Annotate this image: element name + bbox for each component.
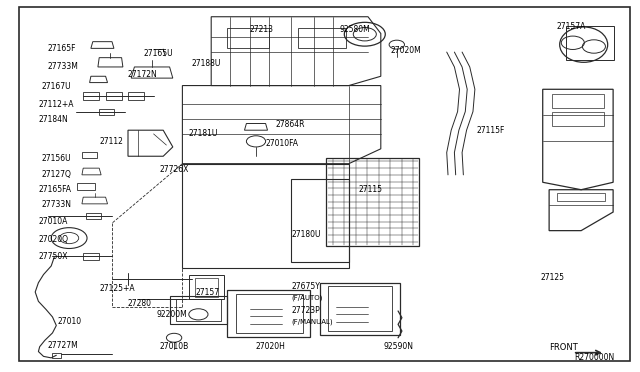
Text: 27010FA: 27010FA (266, 139, 299, 148)
Text: 27165FA: 27165FA (38, 185, 72, 194)
Text: 92580M: 92580M (339, 25, 370, 33)
Text: 27112: 27112 (99, 137, 123, 146)
Text: 27112+A: 27112+A (38, 100, 74, 109)
Text: 27157: 27157 (195, 288, 220, 296)
Text: 27010A: 27010A (38, 217, 68, 226)
Text: 27723P: 27723P (291, 306, 320, 315)
Text: 27750X: 27750X (38, 252, 68, 261)
Bar (227, 28, 269, 48)
Bar (195, 278, 218, 297)
Text: 27864R: 27864R (275, 120, 305, 129)
Text: 27125: 27125 (541, 273, 564, 282)
Text: 27213: 27213 (250, 25, 274, 34)
Bar (170, 296, 227, 324)
Text: 27115F: 27115F (477, 126, 505, 135)
Text: 92200M: 92200M (157, 310, 188, 319)
Text: 92590N: 92590N (384, 342, 414, 351)
Bar (298, 28, 346, 48)
Bar (552, 94, 604, 108)
Text: (F/AUTO): (F/AUTO) (291, 294, 323, 301)
Text: 27165U: 27165U (144, 49, 173, 58)
Bar (552, 112, 604, 126)
Text: 27156U: 27156U (42, 154, 71, 163)
Bar (566, 26, 614, 60)
Text: 27188U: 27188U (192, 59, 221, 68)
Text: 27020H: 27020H (256, 342, 286, 351)
Bar (189, 275, 224, 299)
Text: 27727M: 27727M (48, 341, 79, 350)
Bar (176, 299, 221, 321)
Bar (236, 294, 303, 333)
Text: 27165F: 27165F (48, 44, 77, 53)
Text: 27675Y: 27675Y (291, 282, 320, 291)
Text: R270000N: R270000N (574, 353, 614, 362)
Text: 27127Q: 27127Q (42, 170, 72, 179)
Text: 27280: 27280 (128, 299, 152, 308)
Text: 27010: 27010 (58, 317, 82, 326)
Text: 27010B: 27010B (160, 342, 189, 351)
Text: 27172N: 27172N (128, 70, 157, 79)
Bar (326, 158, 419, 246)
Text: (F/MANUAL): (F/MANUAL) (291, 318, 333, 325)
Bar (291, 179, 349, 262)
Bar (320, 283, 400, 335)
Text: 27733M: 27733M (48, 62, 79, 71)
Text: 27726X: 27726X (160, 165, 189, 174)
Text: 27180U: 27180U (291, 230, 321, 239)
Text: 27125+A: 27125+A (99, 284, 135, 293)
Text: 27733N: 27733N (42, 200, 72, 209)
Text: 27184N: 27184N (38, 115, 68, 124)
Text: 27115: 27115 (358, 185, 383, 194)
Text: 27181U: 27181U (189, 129, 218, 138)
Bar (328, 286, 392, 331)
Bar (227, 290, 310, 337)
Text: 27167U: 27167U (42, 82, 71, 91)
Text: FRONT: FRONT (549, 343, 578, 352)
Text: 27020M: 27020M (390, 46, 421, 55)
Text: 27020Q: 27020Q (38, 235, 68, 244)
Text: 27157A: 27157A (557, 22, 586, 31)
